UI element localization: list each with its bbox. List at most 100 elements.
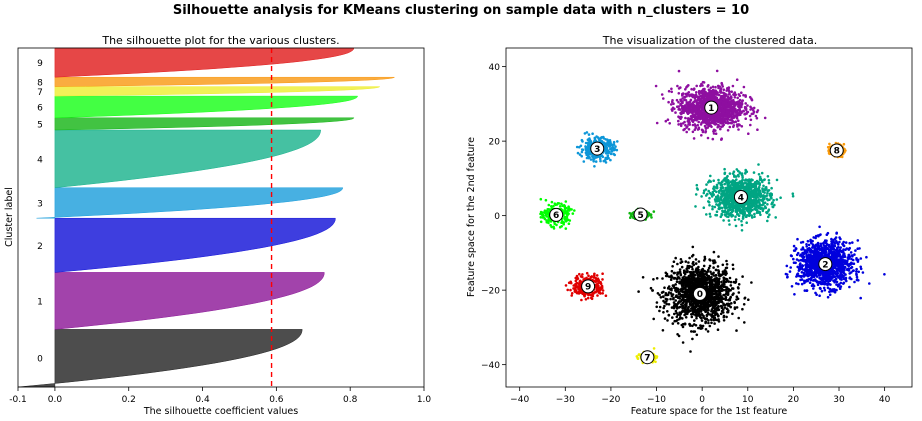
scatter-point	[698, 313, 702, 316]
scatter-point	[733, 96, 737, 99]
scatter-point	[775, 178, 779, 182]
scatter-point	[744, 107, 748, 110]
scatter-point	[705, 277, 709, 281]
scatter-point	[762, 207, 765, 210]
scatter-point	[800, 282, 804, 286]
scatter-point	[679, 122, 683, 126]
scatter-point	[714, 303, 717, 307]
silhouette-cluster-label-2: 2	[37, 242, 43, 252]
scatter-point	[715, 293, 719, 296]
scatter-point	[716, 318, 719, 322]
scatter-point	[737, 218, 741, 221]
scatter-point	[694, 279, 698, 283]
scatter-point	[679, 258, 683, 261]
scatter-point	[687, 286, 691, 290]
scatter-point	[707, 290, 710, 294]
scatter-point	[681, 92, 685, 95]
scatter-point	[711, 306, 715, 310]
scatter-point	[842, 253, 845, 257]
scatter-point	[695, 99, 698, 102]
scatter-point	[704, 97, 707, 100]
scatter-point	[684, 123, 687, 127]
scatter-point	[844, 261, 847, 265]
scatter-point	[807, 248, 811, 252]
scatter-point	[584, 145, 587, 148]
scatter-point	[611, 143, 614, 147]
scatter-point	[717, 111, 720, 115]
scatter-point	[719, 120, 722, 124]
scatter-point	[706, 281, 709, 284]
scatter-point	[693, 273, 697, 277]
scatter-point	[736, 125, 739, 128]
scatter-point	[689, 350, 692, 353]
scatter-point	[742, 85, 746, 89]
scatter-point	[699, 94, 702, 98]
scatter-point	[586, 153, 589, 156]
scatter-point	[593, 165, 596, 168]
scatter-point	[715, 308, 719, 311]
scatter-point	[659, 296, 663, 299]
scatter-point	[826, 278, 829, 281]
scatter-point	[679, 272, 682, 276]
scatter-point	[865, 255, 868, 259]
scatter-point	[716, 91, 719, 94]
scatter-point	[812, 236, 815, 239]
scatter-point	[816, 254, 819, 257]
silhouette-xlabel: The silhouette coefficient values	[143, 406, 298, 417]
scatter-point	[838, 274, 841, 278]
silhouette-band-2	[54, 217, 336, 273]
silhouette-cluster-label-7: 7	[37, 88, 43, 98]
silhouette-band-0	[17, 329, 303, 388]
scatter-point	[699, 115, 703, 119]
scatter-point	[609, 147, 612, 151]
scatter-point	[709, 280, 712, 283]
scatter-point	[685, 291, 689, 295]
scatter-point	[667, 89, 671, 93]
scatter-point	[680, 99, 683, 103]
scatter-point	[796, 251, 800, 255]
scatter-point	[672, 102, 675, 105]
scatter-point	[856, 239, 860, 242]
scatter-point	[680, 278, 684, 282]
scatter-point	[849, 251, 853, 254]
scatter-point	[841, 242, 845, 245]
silhouette-band-6	[54, 95, 358, 119]
scatter-point	[816, 280, 820, 284]
scatter-point	[754, 114, 758, 118]
scatter-point	[839, 277, 842, 281]
scatter-point	[715, 312, 719, 315]
scatter-point	[722, 302, 725, 306]
scatter-point	[683, 282, 686, 285]
scatter-point	[762, 184, 765, 188]
scatter-point	[799, 241, 803, 244]
scatter-point	[763, 201, 767, 204]
scatter-point	[673, 319, 676, 323]
scatter-point	[717, 280, 721, 284]
scatter-point	[691, 337, 694, 341]
scatter-point	[721, 297, 724, 300]
scatter-point	[704, 130, 708, 133]
scatter-point	[693, 319, 696, 322]
scatter-point	[578, 145, 581, 149]
scatter-point	[662, 306, 665, 310]
scatter-point	[711, 85, 715, 89]
silhouette-cluster-label-3: 3	[37, 199, 43, 209]
scatter-point	[691, 287, 695, 290]
scatter-point	[692, 330, 695, 333]
scatter-point	[716, 301, 719, 304]
scatter-point	[848, 241, 851, 245]
scatter-point	[684, 312, 687, 316]
scatter-point	[678, 305, 682, 309]
scatter-point	[816, 260, 819, 263]
scatter-point	[785, 264, 789, 268]
scatter-point	[855, 275, 859, 279]
scatter-point	[712, 132, 716, 135]
scatter-point	[700, 326, 704, 330]
scatter-point	[722, 315, 726, 319]
scatter-point	[861, 271, 865, 274]
scatter-point	[661, 295, 665, 298]
scatter-point	[839, 246, 842, 249]
scatter-point	[689, 293, 693, 296]
scatter-point	[588, 139, 592, 142]
